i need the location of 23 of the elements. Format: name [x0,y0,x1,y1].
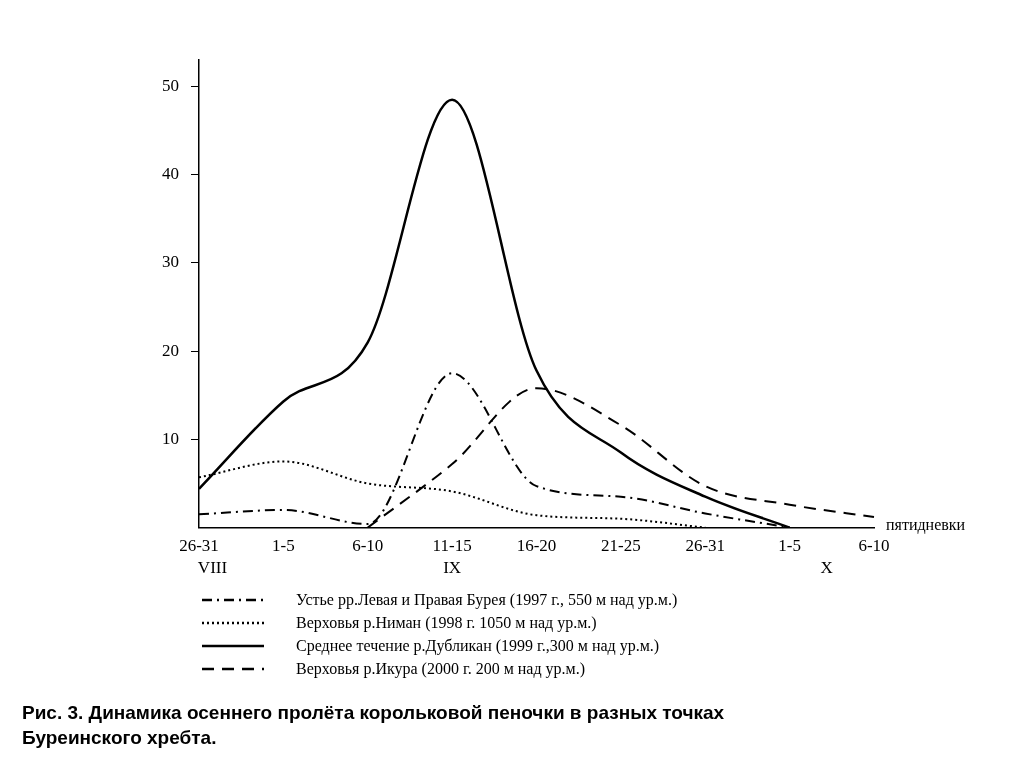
x-tick-label: 1-5 [778,536,801,556]
y-tick-label: 50 [162,75,179,95]
text: IX [443,558,462,578]
x-tick-label: 26-31 [685,536,726,556]
x-tick-label: 16-20 [516,536,557,556]
legend-label: Устье рр.Левая и Правая Бурея (1997 г., 550 м над ур.м.) [296,590,678,609]
x-tick-label: 1-5 [272,536,295,556]
x-tick-label: 6-10 [858,536,890,556]
x-tick-label: 26-31 [179,536,219,556]
y-tick-label: 40 [162,164,179,184]
x-axis-title: пятидневки [886,515,966,534]
legend-label: Верховья р.Ниман (1998 г. 1050 м над ур.м.) [296,613,597,632]
legend-label: Среднее течение р.Дубликан (1999 г.,300 м над ур.м.) [296,636,660,655]
text: Рис. 3. Динамика осеннего пролёта корольковой пеночки в разных точках Буреинского хребта. [22,701,726,750]
x-tick-label: 6-10 [352,536,384,556]
text: VIII [197,558,228,578]
y-tick-label: 30 [162,252,179,272]
text: X [820,558,833,578]
y-tick-label: 20 [162,340,179,360]
y-tick-label: 10 [162,428,179,448]
x-tick-label: 11-15 [432,536,472,556]
x-tick-label: 21-25 [601,536,641,556]
legend-label: Верховья р.Икура (2000 г. 200 м над ур.м.) [296,659,586,678]
